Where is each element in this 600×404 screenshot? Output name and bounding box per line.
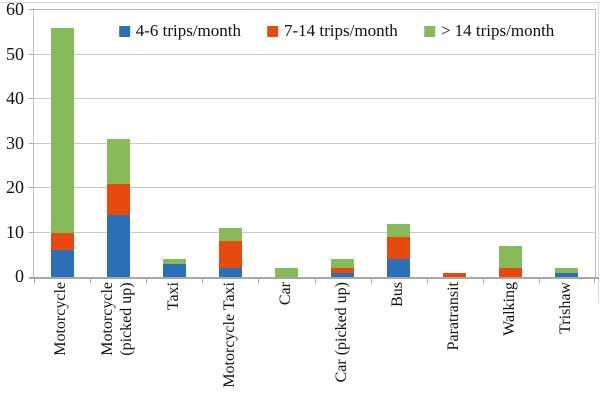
x-category-label: Motorcycle Taxi <box>220 282 238 388</box>
bar-segment <box>50 250 74 277</box>
x-label-cell: Bus <box>370 282 426 404</box>
y-tick <box>29 9 34 10</box>
y-tick <box>29 187 34 188</box>
bar-segment <box>555 268 579 273</box>
gridline <box>34 98 595 99</box>
bar-stack <box>218 10 242 277</box>
plot-area: 4-6 trips/month 7-14 trips/month > 14 tr… <box>29 9 599 283</box>
y-tick-label: 60 <box>6 0 24 19</box>
x-axis-category-labels: Motorcycle Motorcycle (picked up) Taxi Moto… <box>33 282 594 404</box>
legend-label: > 14 trips/month <box>440 21 555 40</box>
x-tick <box>594 279 595 283</box>
y-tick-label: 0 <box>15 266 24 286</box>
bar-stack <box>274 10 298 277</box>
y-tick-label: 30 <box>6 132 24 153</box>
bar-segment <box>387 223 411 237</box>
bar-segment <box>162 263 186 277</box>
bar-segment <box>555 272 579 277</box>
x-category-label: Trishaw <box>557 282 575 334</box>
y-tick <box>29 53 34 55</box>
legend-item: 4-6 trips/month <box>118 21 242 41</box>
x-category-label: Motorcycle (picked up) <box>98 282 136 356</box>
bar-segment <box>218 241 242 269</box>
figure-border-right <box>598 2 599 302</box>
bar-segment <box>274 268 298 277</box>
bar-segment <box>387 259 411 277</box>
legend-swatch-blue <box>118 25 130 37</box>
x-tick <box>90 279 92 283</box>
y-tick-label: 20 <box>6 177 24 197</box>
bar-stack <box>555 10 579 277</box>
x-label-cell: Paratransit <box>426 282 482 404</box>
x-tick <box>34 279 35 283</box>
gridline <box>34 142 595 144</box>
bar-segment <box>50 27 74 233</box>
x-label-cell: Motorcycle Taxi <box>201 282 257 404</box>
x-tick <box>258 279 260 283</box>
x-category-label: Walking <box>501 282 519 336</box>
x-tick <box>146 279 148 283</box>
y-tick-label: 10 <box>6 221 24 242</box>
legend-label: 7-14 trips/month <box>284 21 398 40</box>
bar-stack <box>162 10 186 277</box>
bar-segment <box>387 236 411 260</box>
x-category-label: Taxi <box>164 282 182 311</box>
bar-segment <box>106 183 130 215</box>
bar-stack <box>387 10 411 277</box>
gridline <box>34 53 595 55</box>
x-category-label: Car (picked up) <box>332 282 350 383</box>
bar-segment <box>443 272 467 277</box>
bar-segment <box>331 272 355 277</box>
x-category-label: Car <box>276 282 294 306</box>
x-tick <box>202 279 204 283</box>
bar-segment <box>331 268 355 273</box>
y-axis-tick-labels: 0 10 20 30 40 50 60 <box>0 0 27 285</box>
figure-border-top <box>0 2 600 3</box>
bar-stack <box>499 10 523 277</box>
x-tick <box>538 279 540 283</box>
bar-segment <box>499 268 523 277</box>
x-label-cell: Car <box>257 282 313 404</box>
y-tick <box>29 231 34 233</box>
x-tick <box>314 279 316 283</box>
bar-segment <box>331 259 355 269</box>
x-label-cell: Motorcycle (picked up) <box>89 282 145 404</box>
y-tick <box>29 142 34 144</box>
bar-segment <box>218 268 242 277</box>
bar-stack <box>106 10 130 277</box>
y-tick-label: 50 <box>6 43 24 64</box>
x-label-cell: Trishaw <box>538 282 594 404</box>
x-label-cell: Taxi <box>145 282 201 404</box>
bar-segment <box>162 259 186 264</box>
x-category-label: Motorcycle <box>52 282 70 356</box>
gridline <box>34 231 595 233</box>
legend-label: 4-6 trips/month <box>135 21 242 40</box>
x-label-cell: Car (picked up) <box>313 282 369 404</box>
bar-segment <box>50 232 74 251</box>
x-category-label: Bus <box>389 282 407 307</box>
bar-segment <box>106 214 130 277</box>
x-label-cell: Motorcycle <box>33 282 89 404</box>
legend-item: > 14 trips/month <box>423 21 555 41</box>
legend-item: 7-14 trips/month <box>267 21 398 41</box>
x-tick <box>482 279 484 283</box>
y-tick-label: 40 <box>6 88 24 108</box>
x-label-cell: Walking <box>482 282 538 404</box>
bar-stack <box>50 10 74 277</box>
x-axis-line <box>29 277 599 279</box>
bar-segment <box>499 245 523 269</box>
x-category-label: Paratransit <box>445 282 463 351</box>
y-tick <box>29 98 34 99</box>
bar-stack <box>331 10 355 277</box>
legend-swatch-orange <box>267 25 279 37</box>
bar-segment <box>218 228 242 242</box>
x-tick <box>426 279 428 283</box>
bar-stack <box>443 10 467 277</box>
legend: 4-6 trips/month 7-14 trips/month > 14 tr… <box>118 21 555 41</box>
gridline <box>34 187 595 188</box>
x-tick <box>370 279 372 283</box>
legend-swatch-green <box>423 25 435 37</box>
bar-segment <box>106 139 130 184</box>
